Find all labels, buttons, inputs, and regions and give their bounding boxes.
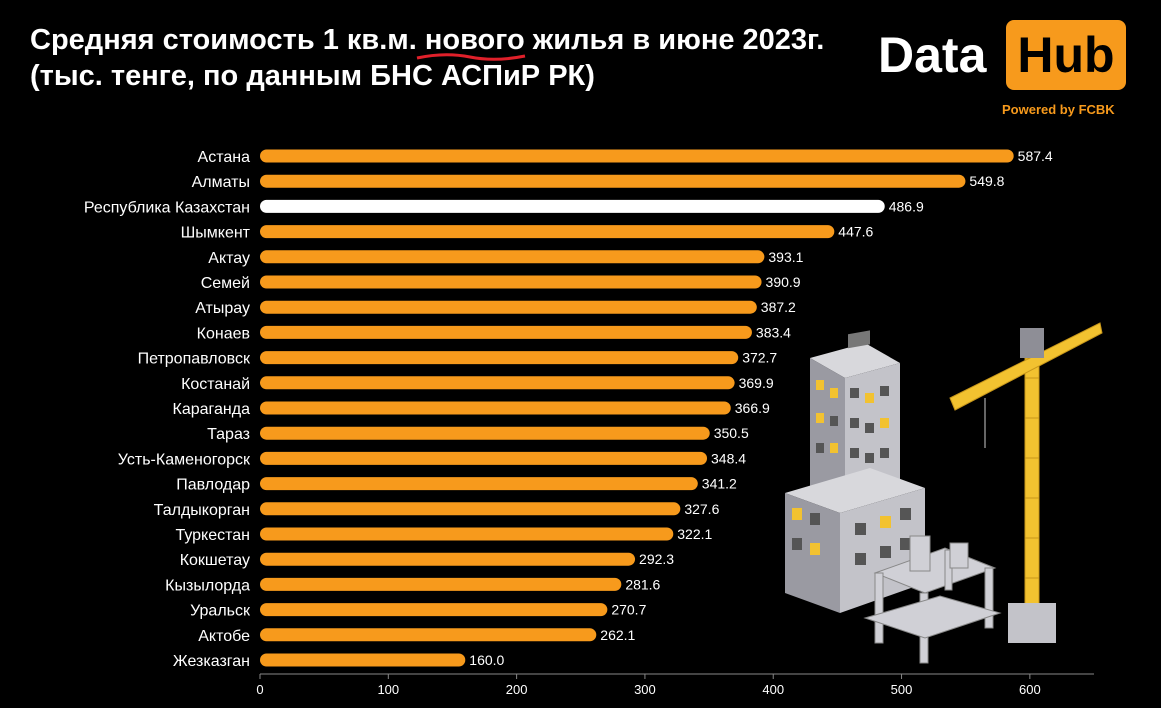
bar-7	[260, 325, 752, 339]
datahub-logo: Data Hub Powered by FCBK	[878, 20, 1128, 120]
value-label-8: 372.7	[742, 350, 777, 366]
category-label-3: Шымкент	[181, 225, 251, 242]
category-label-1: Алматы	[192, 174, 250, 191]
value-label-19: 262.1	[600, 627, 635, 643]
value-labels: 587.4 549.8 486.9 447.6 393.1 390.9 387.2 383.4…	[469, 148, 1053, 668]
category-label-14: Талдыкорган	[154, 502, 250, 519]
construction-illustration	[785, 322, 1103, 664]
bar-0	[260, 149, 1014, 163]
bar-16	[260, 552, 636, 566]
bar-11	[260, 426, 710, 440]
category-label-13: Павлодар	[176, 477, 250, 494]
bar-20	[260, 653, 466, 667]
category-label-7: Конаев	[197, 325, 250, 342]
logo-word-hub: Hub	[1006, 20, 1126, 90]
x-tick-label-0: 0	[256, 682, 263, 697]
logo-word-data: Data	[878, 27, 987, 83]
bar-10	[260, 401, 731, 415]
category-label-4: Актау	[208, 250, 250, 267]
title-line-2: (тыс. тенге, по данным БНС АСПиР РК)	[30, 60, 595, 92]
bar-9	[260, 376, 735, 390]
bar-5	[260, 275, 762, 289]
value-label-1: 549.8	[969, 173, 1004, 189]
value-label-13: 341.2	[702, 476, 737, 492]
bar-1	[260, 174, 966, 188]
x-tick-label-6: 600	[1019, 682, 1041, 697]
category-label-6: Атырау	[195, 300, 250, 317]
category-label-2: Республика Казахстан	[84, 199, 250, 216]
category-label-0: Астана	[198, 149, 251, 166]
value-label-7: 383.4	[756, 324, 791, 340]
bar-17	[260, 577, 622, 591]
logo-powered-by: Powered by FCBK	[1002, 102, 1115, 117]
building-base-icon	[785, 468, 925, 613]
x-tick-label-2: 200	[506, 682, 528, 697]
value-label-15: 322.1	[677, 526, 712, 542]
chart-title: Средняя стоимость 1 кв.м. нового жилья в…	[30, 22, 824, 94]
value-label-5: 390.9	[766, 274, 801, 290]
value-label-11: 350.5	[714, 425, 749, 441]
x-tick-label-4: 400	[762, 682, 784, 697]
category-label-9: Костанай	[181, 376, 250, 393]
x-tick-label-3: 300	[634, 682, 656, 697]
value-label-9: 369.9	[739, 375, 774, 391]
category-label-18: Уральск	[190, 603, 251, 620]
bar-14	[260, 502, 681, 516]
bar-12	[260, 451, 708, 465]
bar-8	[260, 351, 739, 365]
category-label-10: Караганда	[173, 401, 251, 418]
value-label-12: 348.4	[711, 450, 746, 466]
value-label-3: 447.6	[838, 224, 873, 240]
value-label-14: 327.6	[684, 501, 719, 517]
x-axis-ticks: 0 100 200 300 400 500 600	[256, 674, 1041, 697]
bars-group	[260, 149, 1014, 667]
title-line-1-end: жилья в июне 2023г.	[524, 24, 825, 56]
value-label-6: 387.2	[761, 299, 796, 315]
bar-19	[260, 628, 597, 642]
x-tick-label-1: 100	[377, 682, 399, 697]
title-line-1: Средняя стоимость 1 кв.м. нового жилья в…	[30, 22, 824, 58]
category-label-16: Кокшетау	[180, 552, 250, 569]
title-underline-scribble	[416, 53, 526, 61]
bar-3	[260, 225, 835, 239]
value-label-2: 486.9	[889, 198, 924, 214]
bar-18	[260, 603, 608, 617]
title-accent-word: нового	[424, 24, 525, 56]
crane-icon	[949, 322, 1103, 643]
x-tick-label-5: 500	[891, 682, 913, 697]
category-label-11: Тараз	[207, 426, 250, 443]
title-line-1-start: Средняя стоимость 1 кв.м.	[30, 24, 425, 56]
value-label-0: 587.4	[1018, 148, 1053, 164]
value-label-18: 270.7	[611, 602, 646, 618]
category-label-8: Петропавловск	[138, 351, 251, 368]
bar-4	[260, 250, 765, 264]
category-labels: Астана Алматы Республика Казахстан Шымкент А…	[84, 149, 251, 670]
category-label-20: Жезказган	[173, 653, 250, 670]
value-label-16: 292.3	[639, 551, 674, 567]
bar-2	[260, 199, 885, 213]
category-label-12: Усть-Каменогорск	[118, 451, 251, 468]
frame-structure-icon	[863, 535, 1002, 664]
value-label-4: 393.1	[768, 249, 803, 265]
bar-6	[260, 300, 757, 314]
bar-13	[260, 477, 698, 491]
category-label-17: Кызылорда	[165, 577, 250, 594]
value-label-10: 366.9	[735, 400, 770, 416]
category-label-15: Туркестан	[175, 527, 250, 544]
value-label-20: 160.0	[469, 652, 504, 668]
category-label-5: Семей	[201, 275, 250, 292]
category-label-19: Актобе	[198, 628, 250, 645]
bar-15	[260, 527, 674, 541]
value-label-17: 281.6	[625, 576, 660, 592]
